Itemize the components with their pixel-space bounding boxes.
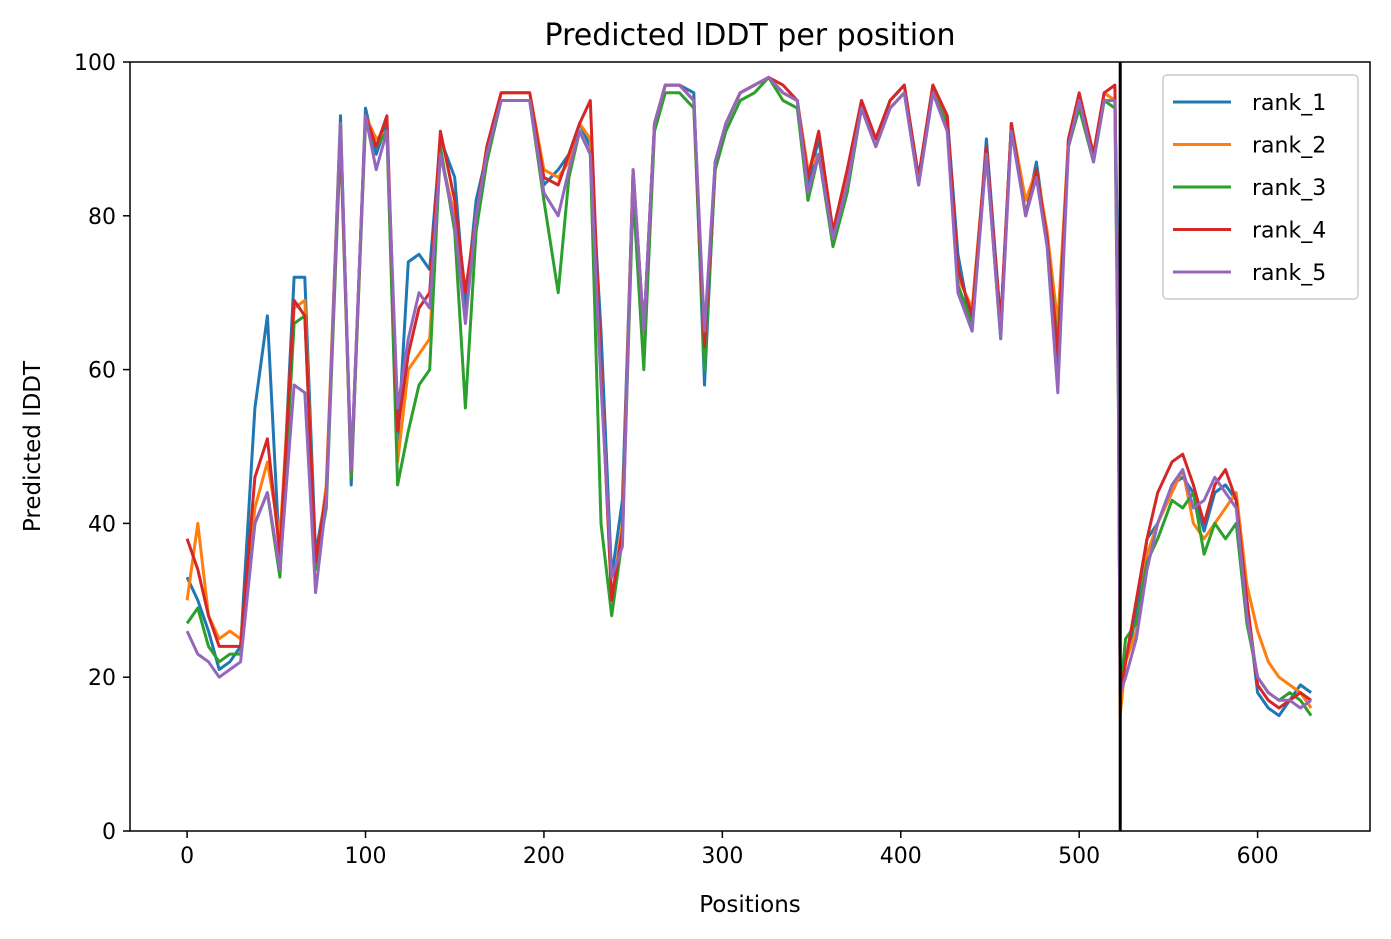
x-axis-label: Positions (699, 892, 801, 918)
legend-label-rank_1: rank_1 (1252, 91, 1326, 116)
y-tick-label: 40 (88, 512, 116, 537)
x-tick-label: 0 (180, 844, 194, 869)
y-tick-label: 0 (102, 820, 116, 845)
x-axis-ticks: 0 100 200 300 400 500 600 (180, 831, 1279, 869)
series-line-rank_3 (185, 75, 1313, 717)
x-tick-label: 200 (523, 844, 565, 869)
chart-title: Predicted lDDT per position (545, 18, 956, 53)
x-tick-label: 300 (701, 844, 743, 869)
series-lines (185, 75, 1313, 718)
plot-frame (129, 61, 1371, 832)
legend-box (1162, 74, 1359, 300)
legend-label-rank_5: rank_5 (1252, 261, 1326, 286)
x-tick-label: 400 (880, 844, 922, 869)
y-tick-label: 80 (88, 205, 116, 230)
y-axis-label: Predicted lDDT (20, 360, 46, 532)
y-tick-label: 60 (88, 359, 116, 384)
y-axis-ticks: 0 20 40 60 80 100 (74, 51, 130, 845)
legend-label-rank_4: rank_4 (1252, 219, 1326, 244)
x-tick-label: 600 (1237, 844, 1279, 869)
legend-label-rank_2: rank_2 (1252, 134, 1326, 159)
legend-label-rank_3: rank_3 (1252, 176, 1326, 201)
series-line-rank_5 (185, 75, 1312, 710)
legend: rank_1 rank_2 rank_3 rank_4 rank_5 (1162, 74, 1359, 300)
y-tick-label: 20 (88, 666, 116, 691)
y-tick-label: 100 (74, 51, 116, 76)
x-tick-label: 100 (345, 844, 387, 869)
x-tick-label: 500 (1058, 844, 1100, 869)
